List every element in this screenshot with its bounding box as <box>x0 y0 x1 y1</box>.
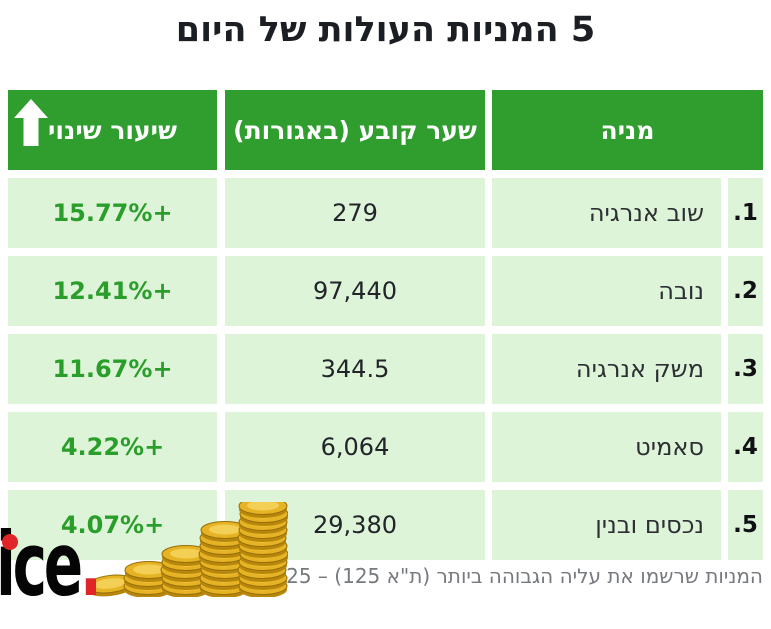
header-change: שיעור שינוי <box>8 90 217 170</box>
up-arrow-icon <box>14 99 48 146</box>
table-row: 2. נובה 97,440 +12.41% <box>8 256 763 326</box>
table-row: 4. סאמיט 6,064 +4.22% <box>8 412 763 482</box>
ice-logo-letters: ice <box>0 513 83 616</box>
change-cell: +4.22% <box>8 412 217 482</box>
coin-stacks-icon <box>88 502 288 597</box>
rank-cell: 4. <box>728 412 763 482</box>
change-cell: +4.07% <box>8 490 217 560</box>
change-cell: +15.77% <box>8 178 217 248</box>
price-cell: 279 <box>225 178 485 248</box>
rank-cell: 1. <box>728 178 763 248</box>
stock-cell: סאמיט <box>492 412 721 482</box>
stock-cell: משק אנרגיה <box>492 334 721 404</box>
header-change-label: שיעור שינוי <box>48 115 177 145</box>
ice-logo: ice. <box>0 521 102 609</box>
change-cell: +11.67% <box>8 334 217 404</box>
table-header-row: מניה שער קובע (באגורות) שיעור שינוי <box>8 90 763 170</box>
rank-cell: 2. <box>728 256 763 326</box>
stock-cell: נובה <box>492 256 721 326</box>
change-cell: +12.41% <box>8 256 217 326</box>
ice-logo-red-dot <box>2 534 18 550</box>
table-row: 5. נכסים ובנין 29,380 +4.07% <box>8 490 763 560</box>
table-row: 3. משק אנרגיה 344.5 +11.67% <box>8 334 763 404</box>
stock-cell: נכסים ובנין <box>492 490 721 560</box>
header-stock: מניה <box>492 90 763 170</box>
rank-cell: 3. <box>728 334 763 404</box>
price-cell: 6,064 <box>225 412 485 482</box>
stock-cell: שוב אנרגיה <box>492 178 721 248</box>
header-price: שער קובע (באגורות) <box>225 90 485 170</box>
ice-logo-period: . <box>79 513 102 616</box>
rank-cell: 5. <box>728 490 763 560</box>
price-cell: 97,440 <box>225 256 485 326</box>
table-row: 1. שוב אנרגיה 279 +15.77% <box>8 178 763 248</box>
price-cell: 344.5 <box>225 334 485 404</box>
page-title: 5 המניות העולות של היום <box>175 10 596 50</box>
stocks-table: מניה שער קובע (באגורות) שיעור שינוי 1. ש… <box>8 90 763 568</box>
